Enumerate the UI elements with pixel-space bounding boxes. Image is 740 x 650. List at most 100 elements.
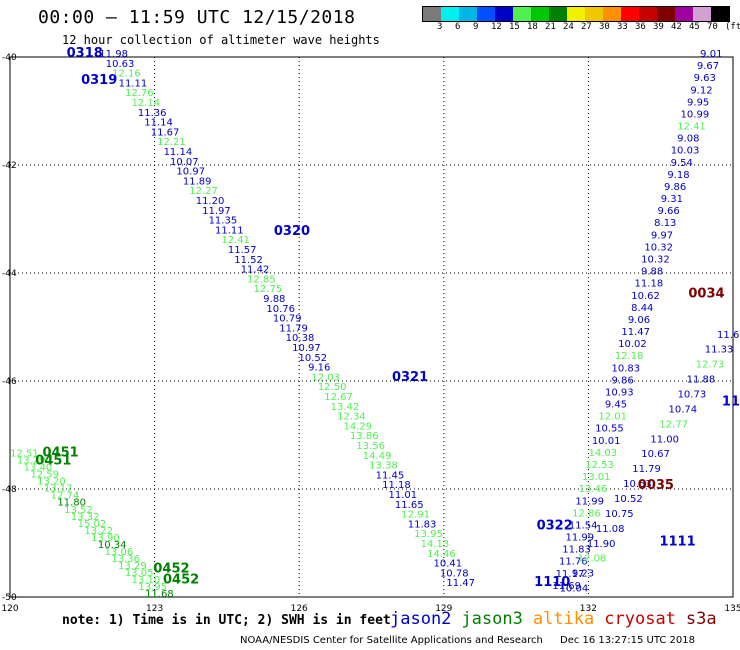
wave-height-value: 8.44: [631, 303, 653, 314]
wave-height-value: 12.14: [131, 98, 160, 109]
color-scale-tick: 42: [671, 22, 682, 32]
color-scale-tick: 24: [563, 22, 574, 32]
wave-height-value: 11.33: [705, 345, 734, 356]
wave-height-value: 11.6: [717, 330, 739, 341]
wave-height-value: 9.16: [308, 363, 330, 374]
wave-height-value: 12.53: [585, 460, 614, 471]
pass-number-label: 1111: [659, 535, 695, 550]
color-scale-tick: 33: [617, 22, 628, 32]
wave-height-value: 9.23: [572, 569, 594, 580]
color-swatch: [567, 7, 585, 21]
wave-height-value: 11.76: [559, 557, 588, 568]
color-swatch: [495, 7, 513, 21]
wave-height-value: 13.36: [111, 554, 140, 565]
wave-height-value: 13.86: [350, 431, 379, 442]
wave-height-value: 11.17: [556, 569, 585, 580]
wave-height-value: 13.22: [84, 526, 113, 537]
wave-height-value: 9.67: [697, 61, 719, 72]
wave-height-value: 13.29: [17, 456, 46, 467]
color-scale-tick: 9: [473, 22, 479, 32]
wave-height-value: 11.97: [202, 206, 231, 217]
wave-height-value: 11.99: [575, 496, 604, 507]
wave-height-value: 10.83: [612, 363, 641, 374]
wave-height-value: 9.31: [661, 194, 683, 205]
wave-height-value: 13.32: [71, 512, 100, 523]
color-scale-tick: 12: [491, 22, 502, 32]
wave-height-value: 13.06: [105, 547, 134, 558]
wave-height-value: 13.17: [44, 484, 73, 495]
wave-height-value: 9.54: [671, 158, 693, 169]
wave-height-value: 10.76: [266, 304, 295, 315]
wave-height-value: 9.86: [664, 182, 686, 193]
wave-height-value: 11.54: [569, 520, 598, 531]
color-scale-tick: 45: [689, 22, 700, 32]
wave-height-value: 10.01: [592, 436, 621, 447]
wave-height-value: 9.66: [657, 206, 679, 217]
wave-height-value: 9.18: [667, 170, 689, 181]
wave-height-value: 12.03: [311, 372, 340, 383]
color-scale-tick: 18: [527, 22, 538, 32]
footer-note: note: 1) Time is in UTC; 2) SWH is in fe…: [62, 613, 391, 628]
color-swatch: [441, 7, 459, 21]
wave-height-value: 12.51: [10, 449, 39, 460]
satellite-legend-item: cryosat: [604, 609, 676, 629]
wave-height-value: 13.46: [579, 484, 608, 495]
wave-height-value: 11.83: [562, 545, 591, 556]
wave-height-value: 11.14: [144, 118, 173, 129]
wave-height-value: 10.78: [440, 568, 469, 579]
satellite-legend-item: s3a: [685, 609, 717, 629]
pass-number-label: 0452: [163, 573, 199, 588]
pass-number-label: 0451: [43, 446, 79, 461]
latitude-tick-label: -42: [2, 161, 17, 171]
wave-height-value: 12.08: [578, 554, 607, 565]
color-scale-unit: (ft): [725, 22, 740, 32]
wave-height-value: 13.90: [91, 533, 120, 544]
wave-height-value: 12.91: [401, 510, 430, 521]
wave-height-value: 9.01: [700, 49, 722, 60]
wave-height-value: 11.67: [151, 127, 180, 138]
color-scale-tick: 3: [437, 22, 443, 32]
wave-height-value: 9.88: [263, 294, 285, 305]
color-swatch: [585, 7, 603, 21]
longitude-tick-label: 126: [291, 604, 308, 614]
color-swatch: [621, 7, 639, 21]
pass-number-label: 0320: [274, 224, 310, 239]
wave-height-value: 12.85: [247, 274, 276, 285]
wave-height-value: 10.52: [299, 353, 328, 364]
pass-number-label: 0321: [392, 370, 428, 385]
wave-height-value: 8.13: [654, 218, 676, 229]
wave-height-value: 11.42: [241, 265, 270, 276]
wave-height-value: 13.05: [125, 568, 154, 579]
wave-height-value: 11.47: [621, 327, 650, 338]
wave-height-value: 11.80: [57, 498, 86, 509]
wave-height-value: 14.29: [344, 421, 373, 432]
wave-height-value: 11.83: [408, 519, 437, 530]
wave-height-value: 9.08: [677, 134, 699, 145]
color-scale-tick: 15: [509, 22, 520, 32]
longitude-tick-label: 132: [580, 604, 597, 614]
color-swatch: [603, 7, 621, 21]
wave-height-value: 13.40: [24, 463, 53, 474]
wave-height-value: 10.07: [170, 157, 199, 168]
wave-height-value: 12.16: [112, 69, 141, 80]
latitude-tick-label: -46: [2, 377, 17, 387]
pass-number-label: 0319: [81, 73, 117, 88]
wave-height-value: 12.73: [696, 360, 725, 371]
wave-height-value: 13.10: [132, 575, 161, 586]
wave-height-value: 13.38: [369, 461, 398, 472]
pass-number-label: 0318: [67, 46, 103, 61]
wave-height-value: 11.89: [183, 176, 212, 187]
wave-height-value: 9.97: [651, 230, 673, 241]
color-swatch: [549, 7, 567, 21]
wave-height-value: 10.93: [605, 387, 634, 398]
wave-height-value: 10.97: [176, 167, 205, 178]
pass-number-label: 0322: [537, 519, 573, 534]
longitude-tick-label: 129: [435, 604, 452, 614]
satellite-legend: jason2 jason3 altika cryosat s3a: [390, 609, 727, 629]
wave-height-value: 11.20: [196, 196, 225, 207]
wave-height-value: 13.56: [356, 441, 385, 452]
wave-height-value: 11.79: [632, 464, 661, 475]
wave-height-value: 11.45: [376, 470, 405, 481]
